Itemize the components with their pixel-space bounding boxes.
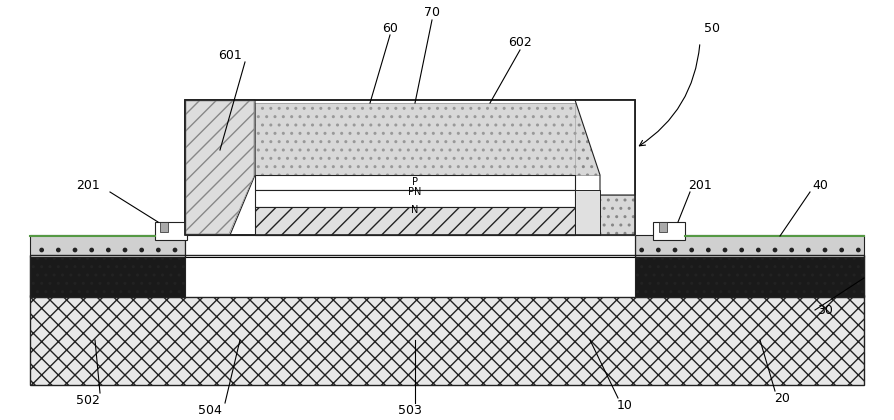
Polygon shape — [575, 100, 635, 195]
Text: 201: 201 — [76, 178, 100, 192]
Bar — [160, 222, 168, 232]
Bar — [30, 255, 864, 297]
Bar — [30, 295, 864, 385]
Text: 50: 50 — [704, 21, 720, 34]
Text: 10: 10 — [617, 399, 633, 412]
Bar — [575, 195, 635, 235]
Polygon shape — [185, 100, 255, 235]
Bar — [155, 222, 187, 240]
Text: 40: 40 — [812, 178, 828, 192]
Text: 201: 201 — [688, 178, 712, 192]
Polygon shape — [186, 101, 254, 234]
Bar — [255, 207, 575, 235]
Bar — [188, 103, 632, 175]
Bar — [185, 255, 635, 297]
Bar — [653, 222, 685, 240]
Text: 503: 503 — [398, 404, 422, 417]
Bar — [575, 190, 600, 235]
Bar — [185, 235, 635, 257]
Bar — [30, 255, 185, 297]
Text: 502: 502 — [76, 394, 100, 407]
Bar — [30, 235, 185, 257]
Text: 30: 30 — [817, 304, 833, 317]
Bar — [635, 235, 864, 257]
Bar — [255, 175, 575, 190]
Bar — [255, 190, 575, 207]
Text: 601: 601 — [218, 48, 242, 61]
Bar — [659, 222, 667, 232]
Text: N: N — [411, 205, 418, 215]
Text: 60: 60 — [382, 21, 398, 34]
Bar — [185, 100, 635, 235]
Bar — [635, 255, 864, 297]
Text: 20: 20 — [774, 391, 790, 404]
Text: P: P — [412, 177, 418, 187]
Text: 602: 602 — [508, 36, 532, 48]
Bar — [255, 103, 575, 175]
Text: 504: 504 — [198, 404, 222, 417]
Bar — [185, 100, 635, 235]
Text: PN: PN — [409, 187, 422, 197]
Text: 70: 70 — [424, 5, 440, 18]
